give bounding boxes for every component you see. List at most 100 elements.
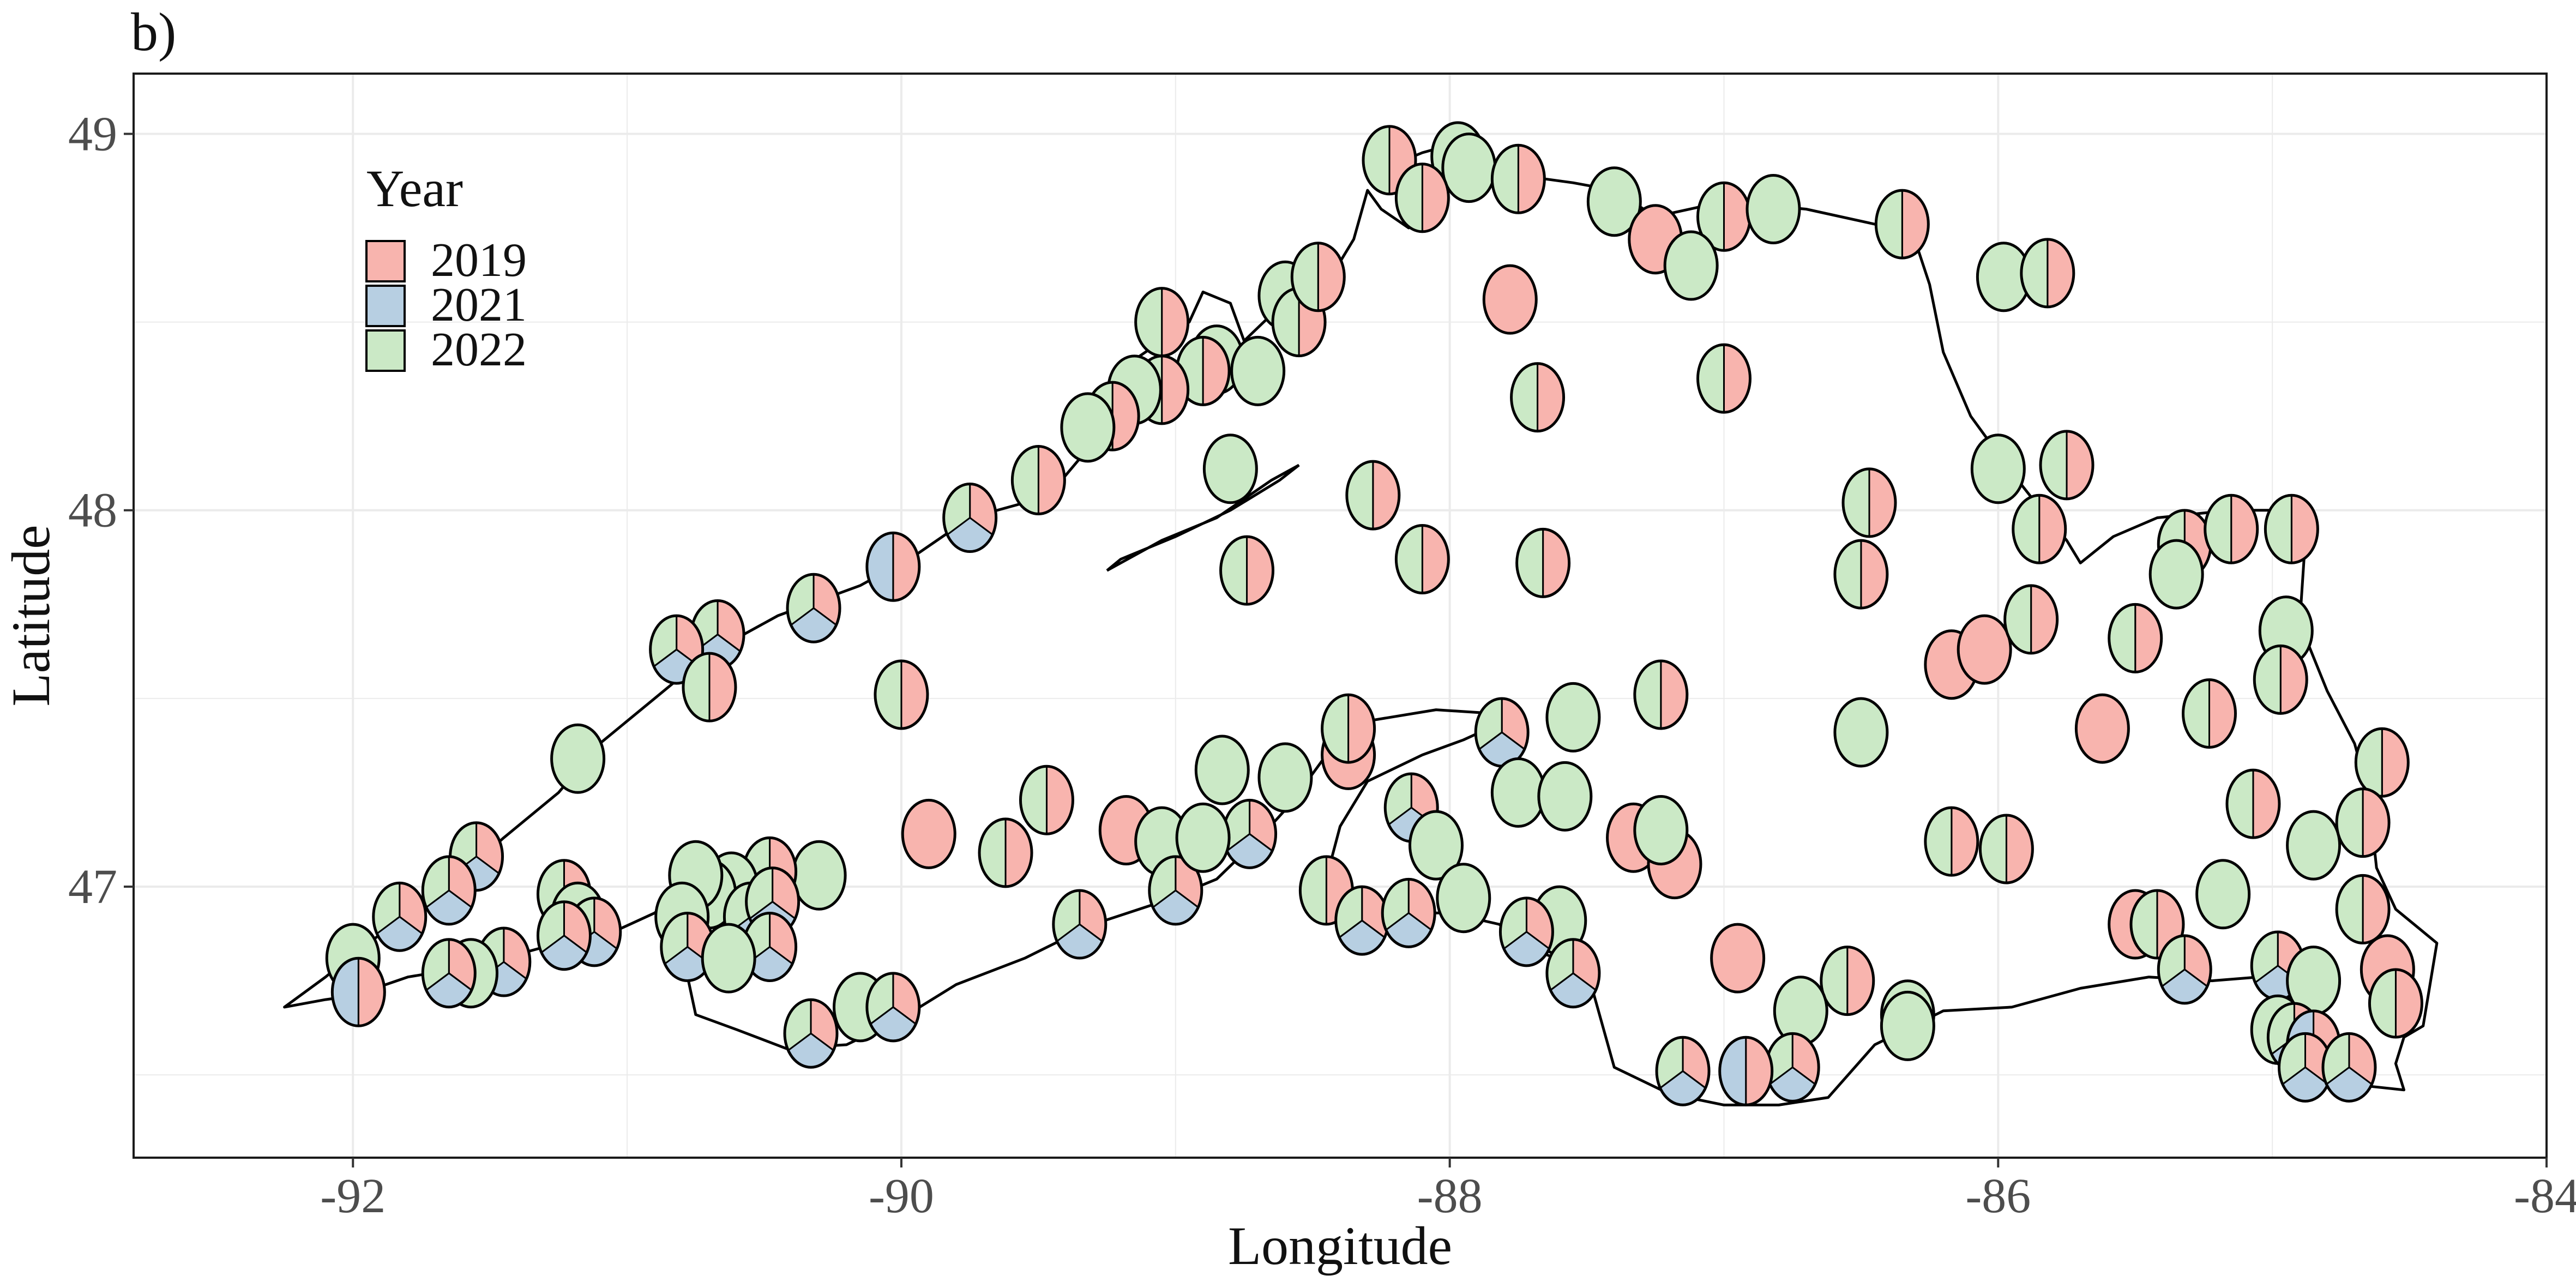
site-pie xyxy=(1257,742,1313,813)
pie-outline xyxy=(1148,855,1203,926)
site-pie xyxy=(978,817,1033,888)
pie-outline xyxy=(1978,814,2034,884)
site-pie xyxy=(2012,493,2067,564)
x-axis-label: Longitude xyxy=(1228,1215,1452,1276)
site-pie xyxy=(865,531,921,602)
pie-slice-2022 xyxy=(1834,539,1862,609)
site-pie xyxy=(1490,143,1546,214)
pie-slice-2019 xyxy=(900,660,929,730)
site-pie xyxy=(1394,523,1450,594)
pie-outline xyxy=(783,998,839,1069)
pie-slice-2019 xyxy=(2230,494,2259,564)
pie-outline xyxy=(2003,584,2059,655)
pie-slice-2022 xyxy=(1257,742,1313,813)
x-tick-label: -84 xyxy=(2514,1169,2576,1223)
pie-slice-2022 xyxy=(1346,460,1374,530)
site-pie xyxy=(2074,693,2130,764)
pie-slice-2019 xyxy=(2290,494,2319,564)
site-pie xyxy=(1545,682,1601,753)
pie-slice-2022 xyxy=(791,840,847,911)
pie-outline xyxy=(1394,162,1450,233)
site-pie xyxy=(1441,133,1497,203)
pie-outline xyxy=(1841,467,1897,538)
site-pie xyxy=(1880,990,1935,1061)
site-pie xyxy=(1586,166,1642,237)
pie-slice-2019 xyxy=(2362,788,2390,858)
site-pie xyxy=(2321,1032,2377,1103)
pie-outline xyxy=(421,938,477,1009)
pie-slice-2022 xyxy=(1220,535,1248,605)
site-pie xyxy=(2225,768,2281,839)
pie-outline xyxy=(2157,934,2212,1005)
site-pie xyxy=(1633,795,1689,865)
site-pie xyxy=(942,483,998,553)
site-pie xyxy=(421,855,477,926)
site-pie xyxy=(1219,535,1275,606)
site-pie xyxy=(2368,968,2423,1039)
pie-slice-2022 xyxy=(1230,335,1286,406)
site-pie xyxy=(1019,765,1074,835)
site-pie xyxy=(1202,434,1258,504)
pie-slice-2022 xyxy=(2039,430,2068,500)
y-tick-label: 49 xyxy=(68,107,117,161)
pie-slice-2019 xyxy=(2047,238,2075,308)
site-pie xyxy=(786,573,841,643)
y-tick-label: 47 xyxy=(68,860,117,914)
pie-outline xyxy=(1515,527,1571,598)
site-pie xyxy=(1663,230,1719,301)
site-pie xyxy=(1175,802,1231,873)
pie-outline xyxy=(2225,768,2281,839)
pie-outline xyxy=(865,531,921,602)
legend-swatch-2019 xyxy=(365,240,406,282)
site-pie xyxy=(1710,923,1766,994)
pie-outline xyxy=(1498,896,1554,967)
pie-slice-2019 xyxy=(1421,524,1449,594)
pie-outline xyxy=(1219,535,1275,606)
pie-outline xyxy=(2020,238,2075,309)
pie-outline xyxy=(536,900,592,971)
site-pie xyxy=(1194,735,1250,805)
site-pie xyxy=(1696,181,1752,252)
pie-outline xyxy=(2354,727,2410,798)
site-pie xyxy=(682,652,737,723)
panel-label: b) xyxy=(131,2,176,62)
pie-outline xyxy=(1696,343,1752,414)
pie-slice-2019 xyxy=(1723,182,1751,251)
site-pie xyxy=(901,798,956,869)
legend-label: 2021 xyxy=(431,279,527,332)
pie-slice-2019 xyxy=(1372,460,1400,530)
site-pie xyxy=(1957,614,2012,685)
x-tick-label: -92 xyxy=(320,1169,386,1223)
pie-slice-2019 xyxy=(1745,1036,1773,1106)
pie-slice-2022 xyxy=(1842,468,1870,538)
pie-outline xyxy=(874,659,929,730)
pie-slice-2022 xyxy=(1019,765,1048,835)
site-pie xyxy=(2335,787,2391,858)
pie-outline xyxy=(2108,603,2163,673)
site-pie xyxy=(372,881,428,952)
site-pie xyxy=(791,840,847,911)
site-pie xyxy=(2354,727,2410,798)
site-pie xyxy=(1545,938,1601,1009)
site-pie xyxy=(2182,678,2237,749)
pie-slice-2019 xyxy=(1710,923,1766,994)
pie-slice-2022 xyxy=(978,818,1007,888)
site-pie xyxy=(330,956,386,1027)
site-pie xyxy=(1474,697,1530,768)
site-pie xyxy=(1345,460,1401,531)
pie-slice-2022 xyxy=(1135,287,1163,357)
pie-slice-2019 xyxy=(1660,660,1688,730)
site-pie xyxy=(1381,877,1436,948)
pie-outline xyxy=(1655,1036,1711,1106)
legend-swatch-2022 xyxy=(365,329,406,372)
pie-outline xyxy=(330,956,386,1027)
site-pie xyxy=(1010,445,1066,515)
pie-slice-2022 xyxy=(1436,863,1491,934)
pie-slice-2019 xyxy=(1542,528,1570,598)
pie-outline xyxy=(1394,523,1450,594)
site-pie xyxy=(865,972,921,1043)
pie-slice-2022 xyxy=(1634,660,1662,730)
site-pie xyxy=(1222,798,1278,869)
pie-slice-2022 xyxy=(1395,524,1423,594)
